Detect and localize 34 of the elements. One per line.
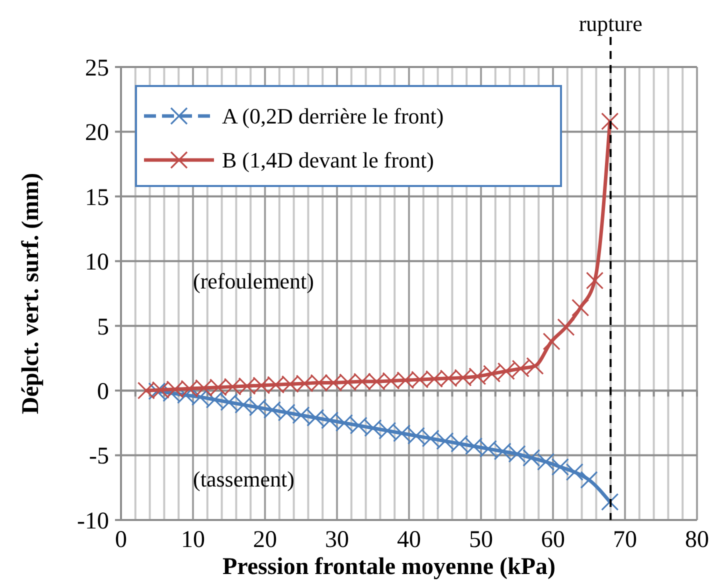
x-axis-title: Pression frontale moyenne (kPa) — [222, 554, 556, 580]
x-tick-label: 60 — [541, 527, 565, 553]
y-tick-label: -5 — [89, 444, 109, 470]
x-tick-label: 20 — [253, 527, 277, 553]
point — [572, 298, 590, 317]
annotation: (tassement) — [193, 466, 294, 492]
x-tick-label: 10 — [181, 527, 205, 553]
y-tick-label: 15 — [85, 184, 109, 211]
x-tick-label: 40 — [397, 527, 421, 553]
point — [601, 493, 619, 511]
point — [537, 452, 555, 471]
y-tick-label: 25 — [85, 55, 109, 82]
point — [580, 471, 598, 489]
y-axis-title: Déplct. vert. surf. (mm) — [18, 172, 44, 414]
y-tick-label: 10 — [85, 250, 109, 276]
x-tick-label: 50 — [469, 527, 493, 553]
x-tick-label: 30 — [325, 527, 349, 553]
point — [542, 332, 560, 350]
x-tick-label: 80 — [685, 527, 709, 553]
annotation: (refoulement) — [193, 268, 314, 294]
y-tick-label: 5 — [97, 314, 109, 340]
point — [522, 449, 540, 467]
point — [586, 272, 604, 290]
legend-label: A (0,2D derrière le front) — [222, 104, 444, 129]
point — [601, 112, 619, 130]
x-tick-label: 70 — [613, 527, 637, 553]
y-tick-label: -10 — [77, 508, 109, 534]
y-tick-label: 0 — [97, 378, 109, 405]
point — [551, 458, 569, 476]
x-tick-label: 0 — [115, 527, 127, 553]
legend-label: B (1,4D devant le front) — [222, 148, 434, 173]
ref-line-label: rupture — [578, 11, 642, 36]
y-tick-label: 20 — [85, 120, 109, 146]
point — [566, 463, 584, 481]
